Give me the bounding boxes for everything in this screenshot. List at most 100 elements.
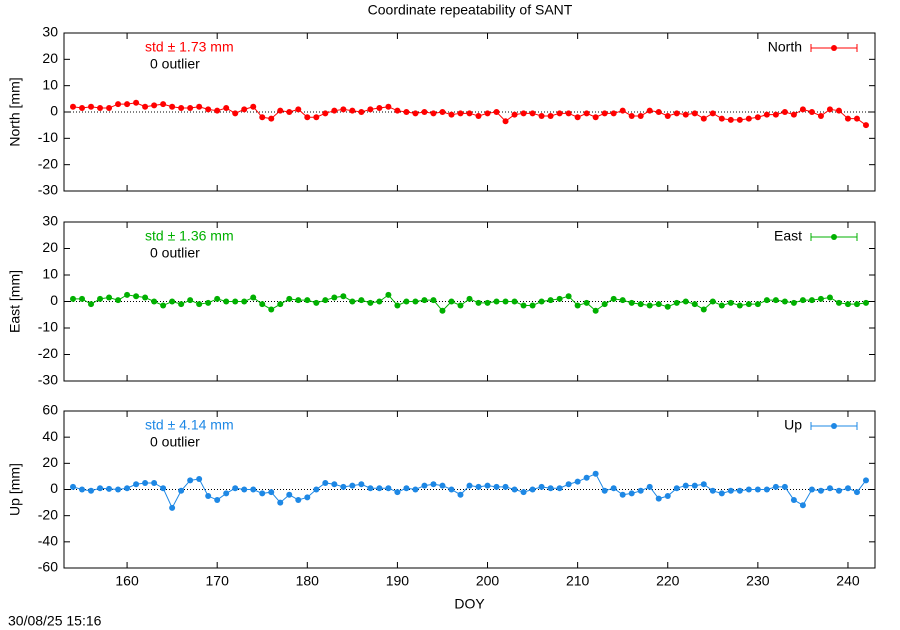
data-point xyxy=(502,483,509,490)
y-tick-label: -30 xyxy=(38,372,58,388)
data-point xyxy=(106,485,113,492)
y-tick-label: -30 xyxy=(38,182,58,198)
data-point xyxy=(304,494,311,501)
data-point xyxy=(817,487,824,494)
data-point xyxy=(790,496,797,503)
data-point xyxy=(376,485,383,492)
data-point xyxy=(457,110,464,117)
data-point xyxy=(574,114,581,121)
data-point xyxy=(448,486,455,493)
data-point xyxy=(232,485,239,492)
data-point xyxy=(502,118,509,125)
data-point xyxy=(160,101,167,108)
data-point xyxy=(538,483,545,490)
data-point xyxy=(214,496,221,503)
data-point xyxy=(511,298,518,305)
data-point xyxy=(241,106,248,113)
data-point xyxy=(853,489,860,496)
data-point xyxy=(736,487,743,494)
data-point xyxy=(439,307,446,314)
data-point xyxy=(736,302,743,309)
x-tick-label: 170 xyxy=(206,573,230,589)
data-point xyxy=(421,109,428,115)
data-point xyxy=(475,483,482,490)
data-point xyxy=(484,299,491,306)
y-tick-label: 20 xyxy=(42,50,58,66)
data-point xyxy=(313,114,320,121)
data-point xyxy=(772,297,779,304)
data-point xyxy=(655,495,662,502)
data-point xyxy=(556,295,563,302)
data-point xyxy=(862,477,869,484)
data-point xyxy=(241,486,248,493)
data-point xyxy=(565,293,572,300)
data-point xyxy=(700,306,707,313)
data-point xyxy=(79,295,86,302)
data-point xyxy=(520,110,527,117)
data-point xyxy=(736,116,743,123)
data-point xyxy=(358,109,365,115)
data-point xyxy=(394,107,401,114)
data-point xyxy=(457,491,464,498)
data-point xyxy=(628,112,635,119)
data-point xyxy=(268,306,275,313)
data-point xyxy=(511,486,518,493)
y-tick-label: 60 xyxy=(42,402,58,418)
data-point xyxy=(610,485,617,492)
data-point xyxy=(493,483,500,490)
data-point xyxy=(412,110,419,117)
data-point xyxy=(583,110,590,117)
data-point xyxy=(466,110,473,117)
data-point xyxy=(259,301,266,308)
data-point xyxy=(475,299,482,306)
data-point xyxy=(430,110,437,117)
data-point xyxy=(97,295,104,302)
data-point xyxy=(511,111,518,118)
data-point xyxy=(232,298,239,305)
outlier-label: 0 outlier xyxy=(150,245,200,261)
x-tick-label: 230 xyxy=(746,573,770,589)
data-point xyxy=(205,493,212,500)
y-tick-label: 20 xyxy=(42,454,58,470)
data-point xyxy=(718,302,725,309)
data-point xyxy=(313,486,320,493)
data-point xyxy=(331,481,338,488)
data-point xyxy=(772,483,779,490)
data-point xyxy=(142,294,149,301)
data-point xyxy=(538,112,545,119)
data-point xyxy=(367,299,374,306)
data-point xyxy=(799,502,806,509)
data-point xyxy=(133,293,140,300)
data-point xyxy=(250,486,257,493)
y-tick-label: 0 xyxy=(50,480,58,496)
data-point xyxy=(781,298,788,305)
outlier-label: 0 outlier xyxy=(150,434,200,450)
data-point xyxy=(169,103,176,110)
data-point xyxy=(700,115,707,122)
data-point xyxy=(727,299,734,306)
data-point xyxy=(142,479,149,486)
data-point xyxy=(268,115,275,122)
data-point xyxy=(403,485,410,492)
data-point xyxy=(88,487,95,494)
data-point xyxy=(70,483,77,490)
data-point xyxy=(718,115,725,122)
data-point xyxy=(565,110,572,117)
data-point xyxy=(664,303,671,310)
y-tick-label: -10 xyxy=(38,129,58,145)
data-point xyxy=(583,299,590,306)
data-point xyxy=(196,103,203,110)
data-point xyxy=(124,485,131,492)
data-point xyxy=(88,103,95,110)
data-point xyxy=(727,487,734,494)
data-point xyxy=(592,470,599,477)
data-point xyxy=(169,504,176,511)
data-point xyxy=(799,106,806,113)
data-point xyxy=(187,477,194,484)
x-tick-label: 240 xyxy=(836,573,860,589)
data-point xyxy=(529,302,536,309)
y-tick-label: 0 xyxy=(50,292,58,308)
data-point xyxy=(556,485,563,492)
data-point xyxy=(322,110,329,117)
